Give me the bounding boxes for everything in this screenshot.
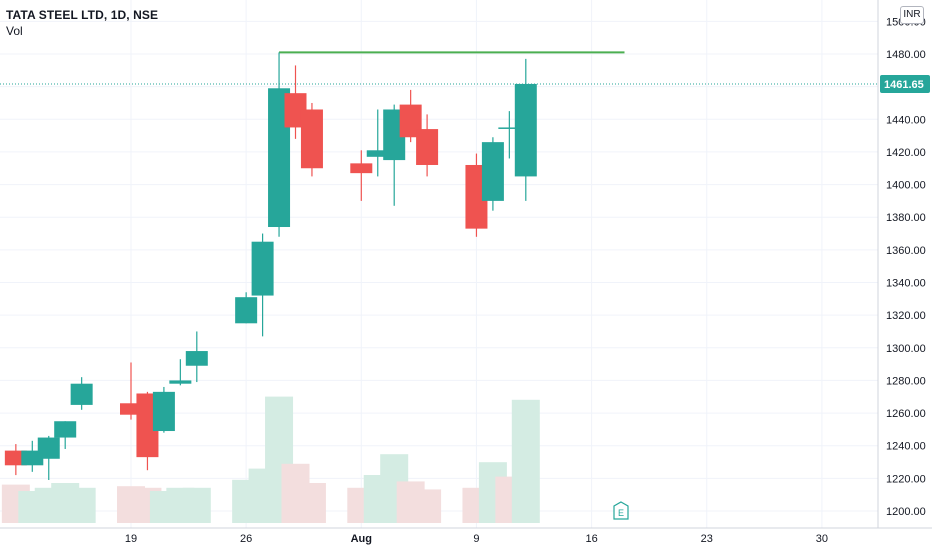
candle-body[interactable] [498, 127, 521, 129]
last-price-label: 1461.65 [884, 79, 924, 91]
currency-badge[interactable]: INR [900, 6, 924, 24]
candle-body[interactable] [185, 351, 208, 366]
volume-label[interactable]: Vol [6, 24, 23, 38]
candle-body[interactable] [350, 163, 373, 174]
last-price-tag[interactable] [880, 74, 930, 93]
x-tick-label: 16 [585, 533, 597, 545]
x-tick-label: Aug [351, 533, 372, 545]
y-tick-label: 1280.00 [886, 375, 926, 387]
candle-body[interactable] [169, 380, 192, 384]
candle-body[interactable] [37, 437, 60, 459]
y-tick-label: 1320.00 [886, 310, 926, 322]
candle-body[interactable] [120, 403, 142, 415]
candle-body[interactable] [300, 109, 323, 169]
y-tick-label: 1300.00 [886, 343, 926, 355]
volume-bar[interactable] [511, 399, 540, 523]
svg-text:E: E [618, 508, 624, 518]
y-tick-label: 1480.00 [886, 49, 926, 61]
symbol-title[interactable]: TATA STEEL LTD, 1D, NSE [6, 8, 159, 22]
x-tick-label: 26 [240, 533, 252, 545]
candle-body[interactable] [514, 83, 537, 177]
volume-bar[interactable] [67, 487, 96, 523]
candle-body[interactable] [481, 142, 504, 201]
y-tick-label: 1220.00 [886, 473, 926, 485]
volume-bar[interactable] [182, 487, 211, 523]
candle-body[interactable] [235, 297, 258, 324]
y-tick-label: 1360.00 [886, 245, 926, 257]
volume-bar[interactable] [297, 483, 326, 523]
candle-body[interactable] [70, 383, 93, 405]
y-tick-label: 1440.00 [886, 114, 926, 126]
x-tick-label: 23 [701, 533, 713, 545]
time-axis-panel [0, 528, 932, 550]
y-tick-label: 1340.00 [886, 278, 926, 290]
candle-body[interactable] [152, 391, 175, 432]
x-tick-label: 19 [125, 533, 137, 545]
y-tick-label: 1420.00 [886, 147, 926, 159]
y-tick-label: 1400.00 [886, 180, 926, 192]
x-tick-label: 9 [473, 533, 479, 545]
y-tick-label: 1200.00 [886, 506, 926, 518]
candle-body[interactable] [251, 241, 274, 296]
candle-body[interactable] [54, 421, 77, 438]
y-tick-label: 1380.00 [886, 212, 926, 224]
earnings-marker-icon[interactable]: E [612, 501, 630, 521]
candle-body[interactable] [416, 129, 439, 165]
candle-body[interactable] [366, 150, 389, 157]
x-tick-label: 30 [816, 533, 828, 545]
chart-header: TATA STEEL LTD, 1D, NSE Vol [6, 8, 159, 38]
volume-bar[interactable] [413, 489, 442, 523]
y-tick-label: 1260.00 [886, 408, 926, 420]
y-tick-label: 1240.00 [886, 441, 926, 453]
